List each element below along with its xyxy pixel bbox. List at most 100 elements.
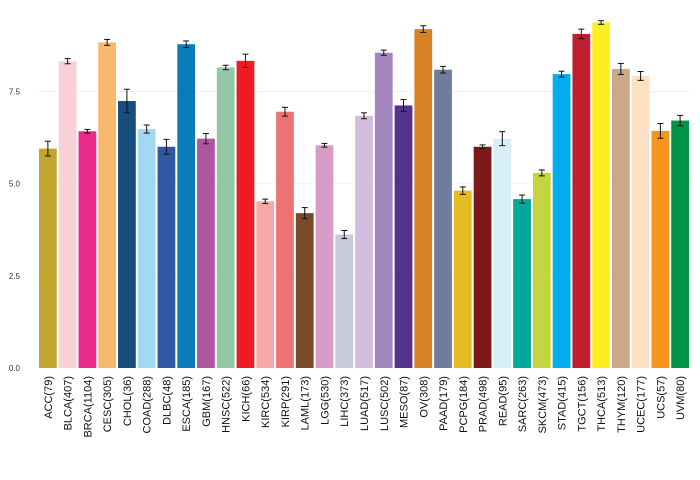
bar [78,131,97,368]
x-tick-label: KIRP(291) [280,376,292,427]
error-bar [400,99,407,112]
y-tick-label: 5.0 [9,180,21,189]
x-tick-label: SARC(263) [517,376,529,432]
bar [197,138,215,368]
bar [611,68,630,368]
bar [513,199,531,368]
error-bar [202,132,209,145]
bar [532,172,551,368]
error-bar [657,123,664,139]
bar [216,67,235,368]
bar [572,33,591,368]
bar [473,146,492,368]
bar [434,69,452,369]
x-tick-label: CESC(305) [102,376,114,432]
y-axis-ticks: 0.0 2.5 5.0 7.5 [9,87,21,373]
x-tick-label: LAML(173) [300,376,312,430]
bar [651,130,670,368]
bar [335,234,354,368]
error-bar [301,207,308,220]
x-tick-label: COAD(288) [142,376,154,433]
x-tick-label: SKCM(473) [537,376,549,433]
x-tick-label: KIRC(534) [260,376,272,428]
x-tick-label: CHOL(36) [122,376,134,426]
x-tick-label: UVM(80) [675,376,687,420]
x-tick-label: OV(308) [418,376,430,418]
bar [236,60,255,369]
bar [453,190,472,368]
bar [355,115,373,369]
error-bar [64,58,71,65]
bar [414,29,433,369]
x-tick-label: KICH(66) [240,376,252,422]
error-bar [84,128,91,134]
bar [374,52,393,368]
error-bar [479,144,486,150]
error-bar [183,40,190,49]
bar [118,101,136,369]
error-bar [281,106,288,117]
error-bar [617,62,624,75]
error-bar [677,114,684,127]
bar [256,201,275,368]
bar [592,22,610,368]
bar [671,120,689,368]
error-bar [420,25,427,33]
error-bars [44,20,684,240]
x-tick-label: LUSC(502) [379,376,391,431]
error-bar [558,70,565,78]
x-tick-label: DLBC(48) [161,376,173,425]
error-bar [123,88,130,114]
bar [137,129,156,368]
error-bar [163,138,170,155]
error-bar [380,49,387,56]
error-bar [104,38,111,46]
error-bar [222,64,229,71]
x-tick-label: GBM(167) [201,376,213,427]
bar [552,74,571,368]
error-bar [242,53,249,68]
bar [295,213,314,368]
x-tick-label: READ(95) [497,376,509,426]
error-bar [637,71,644,81]
bar [493,138,512,368]
x-tick-label: UCEC(177) [636,376,648,433]
error-bar [321,142,328,148]
error-bar [538,169,545,177]
x-tick-label: STAD(415) [557,376,569,430]
x-tick-label: LUAD(517) [359,376,371,431]
bar [58,61,77,368]
x-tick-label: UCS(57) [655,376,667,419]
bar [394,105,413,368]
error-bar [262,198,269,205]
bar [157,146,176,368]
error-bar [44,140,51,157]
x-tick-label: LIHC(373) [339,376,351,427]
error-bar [598,20,605,25]
error-bar [440,65,447,74]
x-tick-label: MESO(87) [399,376,411,428]
bar [98,42,117,369]
x-tick-label: THCA(513) [596,376,608,432]
bar [177,44,196,369]
error-bar [341,229,348,240]
error-bar [519,194,526,204]
bar [315,145,334,368]
x-tick-label: PAAD(179) [438,376,450,431]
bar [631,75,650,368]
x-tick-label: TGCT(156) [576,376,588,432]
x-tick-label: BRCA(1104) [82,376,94,438]
error-bar [459,186,466,195]
y-tick-label: 7.5 [9,87,21,96]
x-tick-label: ACC(79) [43,376,55,419]
error-bar [143,124,150,134]
error-bar [578,28,585,40]
error-bar [499,131,506,147]
y-tick-label: 2.5 [9,272,21,281]
x-tick-label: HNSC(522) [221,376,233,433]
bars [39,22,689,369]
x-axis-labels: ACC(79) BLCA(407) BRCA(1104) CESC(305) CHOL(… [43,376,687,438]
x-tick-label: BLCA(407) [63,376,75,430]
x-tick-label: THYM(120) [616,376,628,433]
